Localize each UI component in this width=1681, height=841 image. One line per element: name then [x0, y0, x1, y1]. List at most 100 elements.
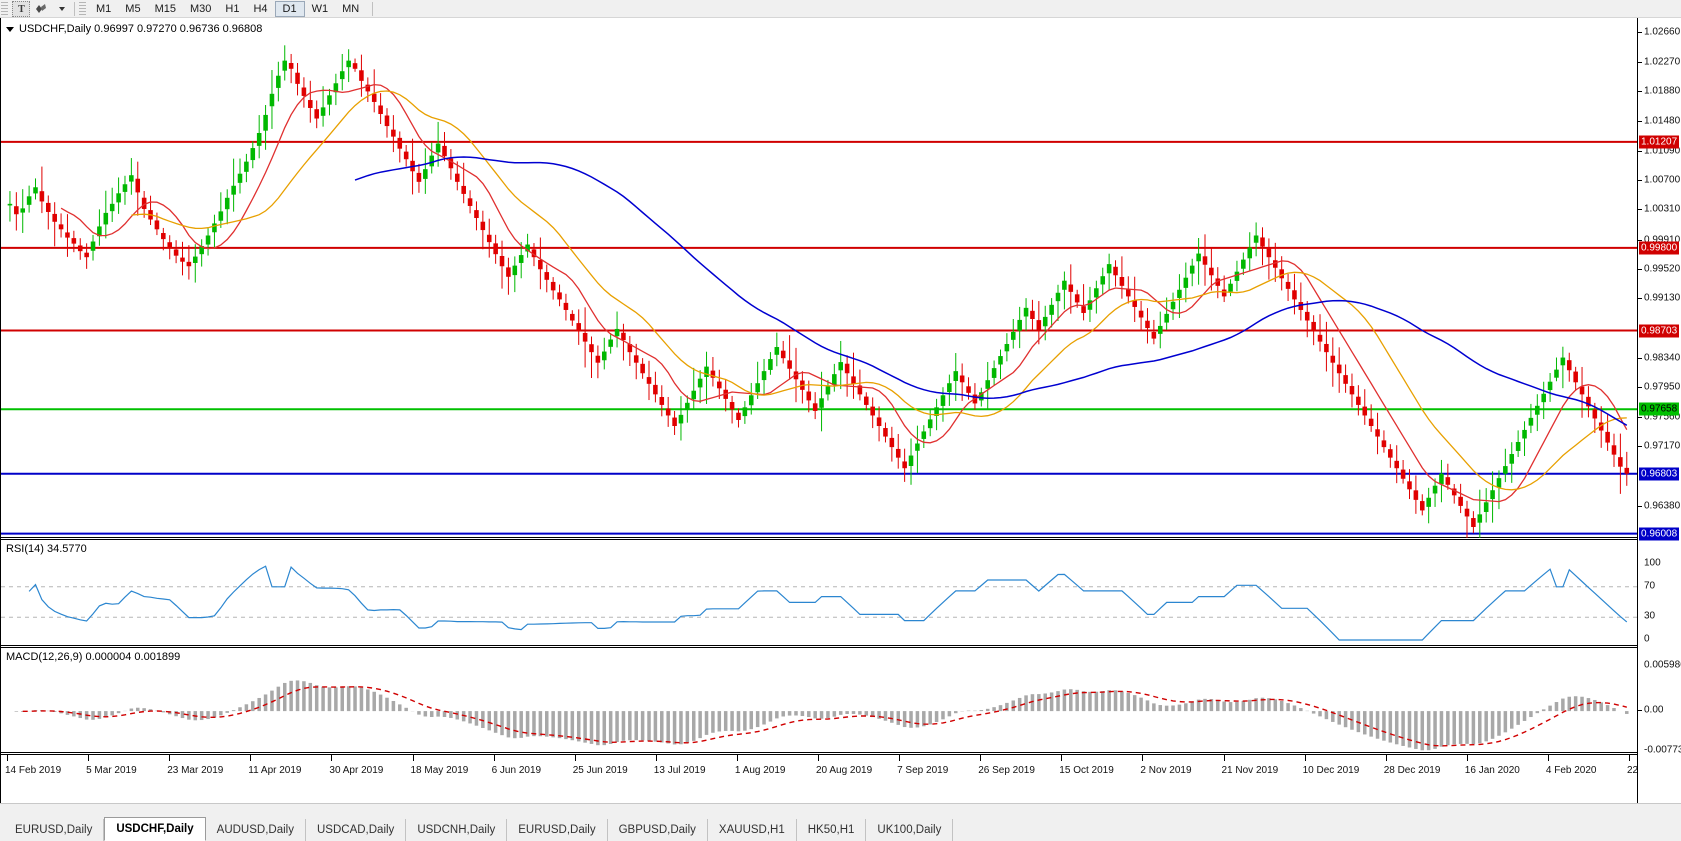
price-pane[interactable]: USDCHF,Daily 0.96997 0.97270 0.96736 0.9… — [1, 18, 1637, 538]
candle-body — [103, 212, 109, 225]
timeframe-h4[interactable]: H4 — [253, 2, 268, 15]
candle-body — [819, 398, 824, 408]
chart-tab-audusd-daily[interactable]: AUDUSD,Daily — [206, 819, 306, 841]
rsi-chart-svg — [1, 565, 1637, 641]
candle-body — [391, 129, 396, 137]
candle-body — [1113, 266, 1118, 276]
axis-tick — [1638, 91, 1642, 93]
timeframe-mn[interactable]: MN — [342, 2, 360, 15]
price-axis[interactable]: 1.02660 1.02270 1.01880 1.01480 1.01090 1.007… — [1637, 18, 1681, 803]
price-highlight-resistance[interactable]: 0.99800 — [1639, 241, 1680, 255]
price-highlight-support-green[interactable]: 0.97658 — [1639, 402, 1680, 416]
candle-body — [1202, 256, 1208, 265]
price-highlight-support-blue[interactable]: 0.96008 — [1639, 527, 1680, 541]
price-label-5: 1.00700 — [1644, 174, 1681, 186]
candle-body — [58, 224, 64, 230]
candle-body — [1017, 319, 1022, 331]
date-label-12: 26 Sep 2019 — [978, 765, 1035, 776]
candle-body — [1119, 277, 1125, 286]
candle-body — [212, 223, 217, 233]
timeframe-m5[interactable]: M5 — [125, 2, 141, 15]
objects-icon[interactable] — [32, 1, 50, 17]
chart-tab-usdchf-daily[interactable]: USDCHF,Daily — [104, 817, 206, 841]
candle-body — [506, 267, 511, 277]
candle-body — [838, 362, 844, 371]
chart-tab-eurusd-daily[interactable]: EURUSD,Daily — [507, 819, 608, 841]
candle-body — [1209, 267, 1214, 276]
candle-body — [1586, 396, 1591, 407]
price-label-9: 0.99130 — [1644, 292, 1681, 304]
rsi-axis-label-30: 30 — [1644, 610, 1656, 622]
chevron-down-icon[interactable] — [52, 1, 70, 17]
price-label-6: 1.00310 — [1644, 203, 1681, 215]
timeframe-w1[interactable]: W1 — [311, 2, 329, 15]
candle-body — [1605, 431, 1610, 443]
text-tool-icon[interactable]: T — [12, 0, 30, 17]
candle-body — [697, 378, 703, 388]
candle-body — [1189, 265, 1195, 274]
candle-body — [301, 87, 307, 96]
candle-body — [1228, 283, 1233, 292]
toolbar-grip-2[interactable] — [79, 1, 86, 16]
ma-mid-line — [131, 90, 1627, 491]
chart-tab-uk100-daily[interactable]: UK100,Daily — [866, 819, 954, 841]
candle-body — [378, 105, 383, 115]
chart-tab-gbpusd-daily[interactable]: GBPUSD,Daily — [608, 819, 708, 841]
price-label-0: 1.02660 — [1644, 26, 1681, 38]
collapse-triangle-icon[interactable] — [6, 27, 14, 32]
macd-pane[interactable]: MACD(12,26,9) 0.000004 0.001899 — [1, 647, 1637, 753]
rsi-pane[interactable]: RSI(14) 34.5770 — [1, 539, 1637, 646]
candle-body — [1253, 235, 1259, 243]
candle-body — [1445, 477, 1451, 485]
price-highlight-current-price[interactable]: 0.96803 — [1639, 467, 1680, 481]
chart-tab-xauusd-h1[interactable]: XAUUSD,H1 — [708, 819, 797, 841]
candle-body — [1496, 478, 1502, 488]
candle-body — [352, 63, 358, 69]
candle-body — [1145, 320, 1150, 329]
price-label-3: 1.01480 — [1644, 115, 1681, 127]
candle-body — [435, 143, 441, 153]
toolbar-grip-1[interactable] — [1, 1, 8, 16]
date-label-1: 5 Mar 2019 — [86, 765, 137, 776]
date-label-11: 7 Sep 2019 — [897, 765, 949, 776]
candle-body — [653, 384, 658, 395]
main-toolbar: T M1 M5 M15 M30 H1 H4 D1 W1 MN — [0, 0, 1681, 18]
ma-fast-line — [60, 83, 1628, 503]
candle-body — [1535, 405, 1540, 415]
price-highlight-resistance[interactable]: 1.01207 — [1639, 135, 1680, 149]
candle-body — [65, 232, 70, 238]
candle-body — [1087, 300, 1093, 310]
candle-body — [685, 402, 690, 411]
chart-tab-eurusd-daily[interactable]: EURUSD,Daily — [4, 819, 105, 841]
timeframe-m30[interactable]: M30 — [189, 2, 212, 15]
candle-body — [173, 249, 179, 256]
candle-body — [1336, 364, 1342, 374]
date-label-4: 30 Apr 2019 — [329, 765, 384, 776]
candle-body — [1439, 473, 1444, 485]
candle-body — [116, 193, 121, 203]
candle-body — [129, 175, 134, 182]
candle-body — [985, 380, 990, 389]
timeframe-h1[interactable]: H1 — [225, 2, 240, 15]
timeframe-m15[interactable]: M15 — [154, 2, 176, 15]
candle-body — [1292, 290, 1297, 300]
candle-body — [774, 347, 780, 355]
chart-tab-hk50-h1[interactable]: HK50,H1 — [797, 819, 867, 841]
candle-body — [544, 272, 550, 280]
chart-tab-usdcnh-daily[interactable]: USDCNH,Daily — [406, 819, 508, 841]
chart-area[interactable]: USDCHF,Daily 0.96997 0.97270 0.96736 0.9… — [0, 18, 1681, 803]
candle-body — [231, 185, 236, 195]
candle-body — [1573, 371, 1578, 383]
timeframe-d1[interactable]: D1 — [274, 0, 305, 17]
price-highlight-resistance[interactable]: 0.98703 — [1639, 324, 1680, 338]
candle-body — [1419, 501, 1425, 511]
candle-body — [748, 395, 754, 406]
candle-body — [582, 332, 588, 342]
price-label-8: 0.99520 — [1644, 263, 1681, 275]
candle-body — [1554, 369, 1559, 378]
candle-body — [237, 173, 243, 183]
candle-body — [52, 213, 57, 222]
timeframe-m1[interactable]: M1 — [96, 2, 112, 15]
price-label-7: 0.99910 — [1644, 234, 1681, 246]
chart-tab-usdcad-daily[interactable]: USDCAD,Daily — [306, 819, 407, 841]
